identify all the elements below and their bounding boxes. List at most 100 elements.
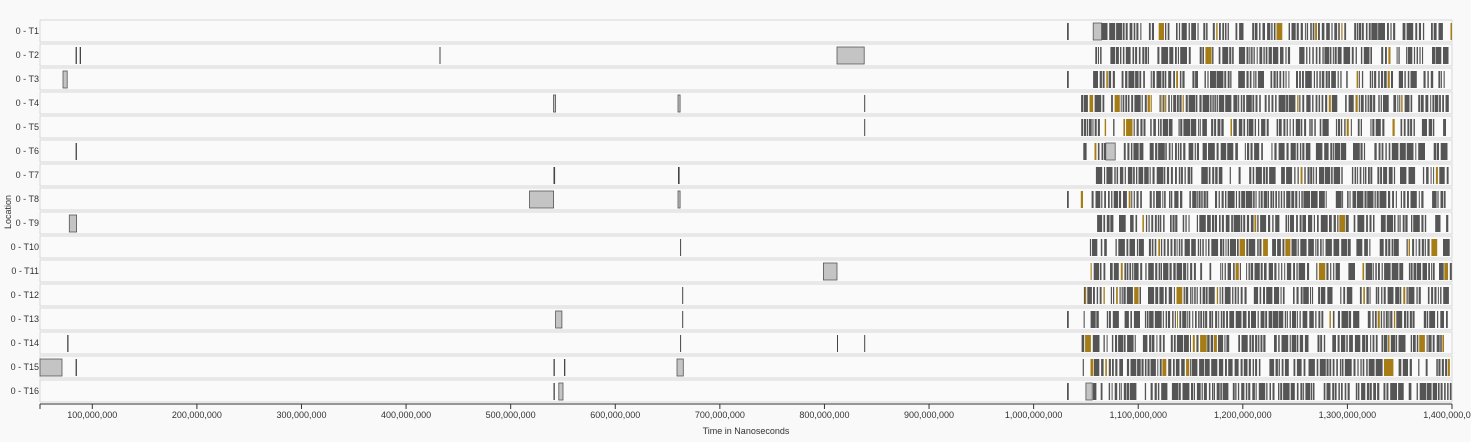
event-mark[interactable] [1067,191,1069,208]
event-bar[interactable] [1316,71,1318,88]
event-bar[interactable] [1100,239,1103,256]
event-bar[interactable] [1368,167,1370,184]
event-bar[interactable] [1266,287,1273,304]
event-bar[interactable] [1257,215,1259,232]
event-bar[interactable] [1272,239,1276,256]
event-bar[interactable] [1265,47,1268,64]
event-bar[interactable] [1276,71,1279,88]
event-bar[interactable] [1260,335,1263,352]
event-bar[interactable] [1138,167,1144,184]
event-bar[interactable] [1332,143,1334,160]
event-bar[interactable] [1156,71,1162,88]
event-bar[interactable] [1249,335,1252,352]
event-bar[interactable] [1422,23,1425,40]
event-bar[interactable] [1286,119,1288,136]
event-bar[interactable] [1212,215,1215,232]
event-bar[interactable] [1371,71,1374,88]
event-bar[interactable] [1370,47,1372,64]
event-bar[interactable] [1169,119,1173,136]
event-bar[interactable] [1406,47,1408,64]
event-bar[interactable] [1169,263,1172,280]
event-bar[interactable] [1246,95,1252,112]
event-bar[interactable] [1252,383,1255,400]
event-bar[interactable] [1183,287,1185,304]
event-bar[interactable] [1177,95,1179,112]
event-bar[interactable] [1191,359,1198,376]
event-bar[interactable] [1233,215,1241,232]
event-bar[interactable] [1403,119,1406,136]
event-mark[interactable] [1447,359,1450,376]
event-bar[interactable] [1399,215,1401,232]
event-region[interactable] [836,46,865,65]
event-bar[interactable] [1165,311,1167,328]
event-bar[interactable] [1324,143,1329,160]
event-bar[interactable] [1285,239,1291,256]
event-bar[interactable] [1279,119,1282,136]
event-bar[interactable] [1255,359,1258,376]
event-bar[interactable] [1210,95,1212,112]
event-bar[interactable] [1437,311,1439,328]
event-bar[interactable] [1136,191,1139,208]
event-bar[interactable] [1267,191,1269,208]
event-bar[interactable] [1157,383,1160,400]
event-bar[interactable] [1206,23,1208,40]
event-bar[interactable] [1182,215,1185,232]
event-bar[interactable] [1385,311,1388,328]
event-bar[interactable] [1393,23,1396,40]
event-bar[interactable] [1432,335,1435,352]
event-bar[interactable] [1261,119,1266,136]
event-bar[interactable] [1419,335,1425,352]
event-bar[interactable] [1408,263,1411,280]
event-bar[interactable] [1385,239,1388,256]
event-bar[interactable] [1103,335,1105,352]
event-bar[interactable] [1232,47,1234,64]
event-bar[interactable] [1152,167,1155,184]
event-bar[interactable] [1083,119,1087,136]
event-bar[interactable] [1309,311,1314,328]
event-bar[interactable] [1094,359,1100,376]
event-bar[interactable] [1252,359,1254,376]
event-bar[interactable] [1130,215,1134,232]
event-bar[interactable] [1243,359,1248,376]
event-bar[interactable] [1172,311,1174,328]
event-bar[interactable] [1378,287,1380,304]
event-bar[interactable] [1127,167,1133,184]
event-bar[interactable] [1430,71,1434,88]
event-bar[interactable] [1392,119,1395,136]
event-bar[interactable] [1363,47,1370,64]
event-bar[interactable] [1326,263,1329,280]
event-bar[interactable] [1292,119,1294,136]
event-bar[interactable] [1127,95,1130,112]
event-bar[interactable] [1260,311,1265,328]
event-bar[interactable] [1325,191,1327,208]
event-bar[interactable] [1159,359,1162,376]
event-bar[interactable] [1204,71,1206,88]
event-bar[interactable] [1315,167,1317,184]
event-bar[interactable] [1106,215,1110,232]
event-bar[interactable] [1393,95,1397,112]
event-bar[interactable] [1374,191,1376,208]
event-bar[interactable] [1365,335,1368,352]
event-bar[interactable] [1202,95,1210,112]
event-bar[interactable] [1115,47,1119,64]
event-bar[interactable] [1134,335,1136,352]
event-bar[interactable] [1436,359,1438,376]
event-bar[interactable] [1155,287,1159,304]
event-bar[interactable] [1299,95,1301,112]
event-bar[interactable] [1258,335,1260,352]
event-bar[interactable] [1447,383,1449,400]
event-bar[interactable] [1438,71,1440,88]
event-bar[interactable] [1191,23,1196,40]
event-bar[interactable] [1169,47,1174,64]
event-bar[interactable] [1360,143,1363,160]
event-bar[interactable] [1245,191,1253,208]
event-bar[interactable] [1202,119,1207,136]
event-bar[interactable] [1370,119,1372,136]
event-bar[interactable] [1289,311,1291,328]
event-bar[interactable] [1148,239,1151,256]
event-bar[interactable] [1190,287,1192,304]
event-bar[interactable] [1098,47,1099,64]
event-bar[interactable] [1330,143,1333,160]
event-bar[interactable] [1218,95,1225,112]
event-bar[interactable] [1355,383,1358,400]
